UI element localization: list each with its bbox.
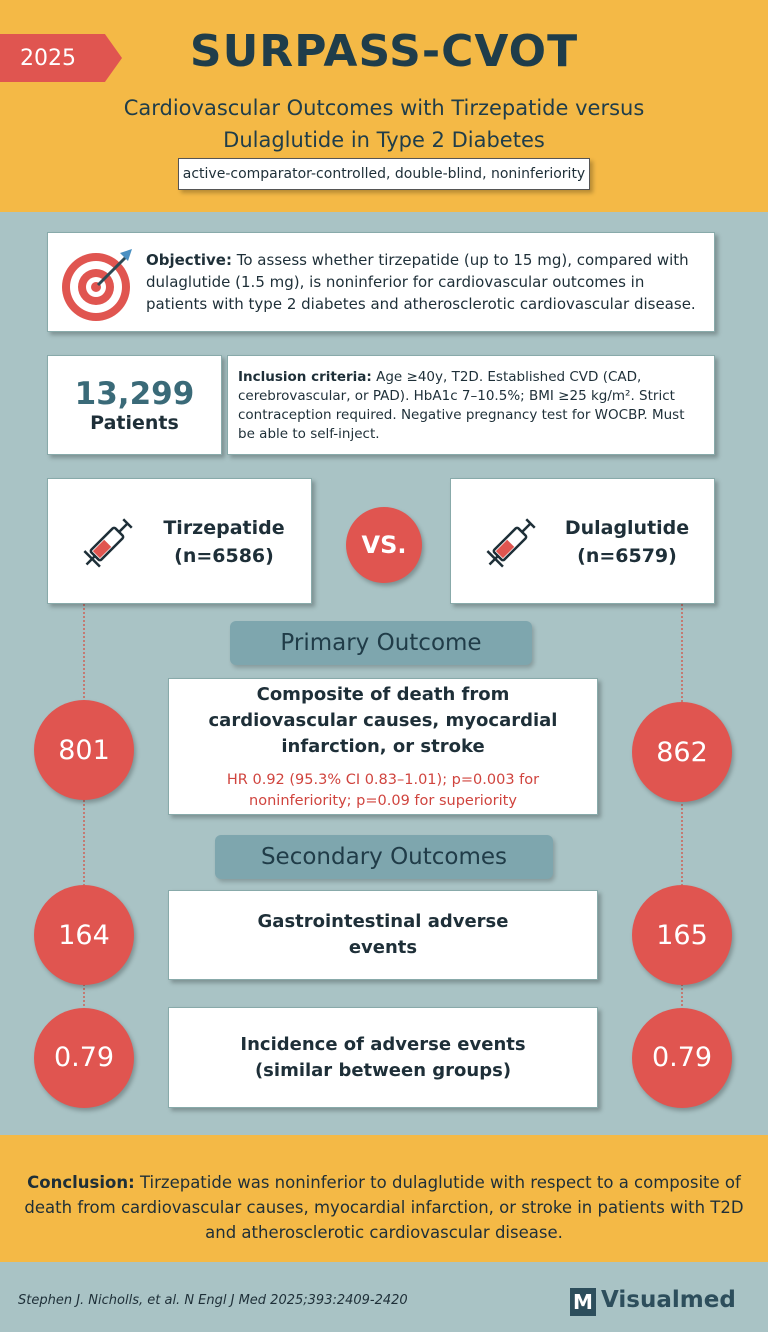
primary-stats: HR 0.92 (95.3% CI 0.83–1.01); p=0.003 fo… (226, 771, 540, 809)
inclusion-label: Inclusion criteria: (238, 369, 372, 385)
syringe-icon (486, 518, 536, 568)
design: active-comparator-controlled, double-bli… (182, 166, 586, 182)
target-icon (62, 249, 132, 321)
arm-name: Tirzepatide (163, 517, 285, 539)
secondary-value: 0.79 (632, 1007, 732, 1108)
title: SURPASS-CVOT (189, 26, 579, 77)
secondary-box: Incidence of adverse events (similar bet… (168, 1007, 598, 1108)
objective-text: To assess whether tirzepatide (up to 15 … (146, 251, 696, 313)
connector (83, 604, 85, 1010)
secondary-value: 0.79 (34, 1007, 134, 1108)
objective: Objective: To assess whether tirzepatide… (146, 249, 706, 315)
vs-badge: VS. (346, 507, 422, 583)
arm-text: Tirzepatide (n=6586) (144, 507, 304, 577)
primary-value: 862 (632, 702, 732, 802)
inclusion-box: Inclusion criteria: Age ≥40y, T2D. Estab… (227, 355, 715, 455)
arm-n: (n=6579) (577, 545, 677, 567)
conclusion-text: Tirzepatide was noninferior to dulagluti… (24, 1173, 744, 1242)
secondary-label: Incidence of adverse events (similar bet… (240, 1033, 526, 1081)
arm-box: Tirzepatide (n=6586) (47, 478, 312, 604)
secondary-heading: Secondary Outcomes (215, 835, 553, 879)
arm-n: (n=6586) (174, 545, 274, 567)
patients-box: 13,299 Patients (47, 355, 222, 455)
subtitle-line: Dulaglutide in Type 2 Diabetes (223, 128, 545, 152)
conclusion: Conclusion: Tirzepatide was noninferior … (24, 1170, 744, 1245)
arm-text: Dulaglutide (n=6579) (547, 507, 707, 577)
arm-name: Dulaglutide (564, 517, 690, 539)
brand: Visualmed (601, 1287, 736, 1313)
patient-label: Patients (90, 412, 179, 434)
subtitle: Cardiovascular Outcomes with Tirzepatide… (40, 92, 728, 156)
secondary-label: Gastrointestinal adverse events (257, 911, 509, 958)
conclusion-band (0, 1135, 768, 1262)
primary-value: 801 (34, 700, 134, 800)
year-tag: 2025 (0, 34, 122, 82)
citation: Stephen J. Nicholls, et al. N Engl J Med… (18, 1293, 408, 1308)
brand-mark: M (570, 1288, 596, 1316)
subtitle-line: Cardiovascular Outcomes with Tirzepatide… (123, 96, 645, 120)
connector (681, 604, 683, 1010)
secondary-value: 165 (632, 885, 732, 985)
primary-description: Composite of death from cardiovascular c… (208, 683, 558, 757)
primary-box: Composite of death from cardiovascular c… (168, 678, 598, 815)
patient-count: 13,299 (74, 376, 195, 412)
secondary-box: Gastrointestinal adverse events (168, 890, 598, 980)
arm-box: Dulaglutide (n=6579) (450, 478, 715, 604)
objective-label: Objective: (146, 251, 232, 269)
conclusion-label: Conclusion: (27, 1173, 135, 1192)
primary-heading: Primary Outcome (230, 621, 532, 665)
inclusion-text: Age ≥40y, T2D. Established CVD (CAD, cer… (238, 369, 685, 442)
objective-box: Objective: To assess whether tirzepatide… (47, 232, 715, 332)
design-box: active-comparator-controlled, double-bli… (178, 158, 590, 190)
secondary-value: 164 (34, 885, 134, 985)
syringe-icon (83, 518, 133, 568)
